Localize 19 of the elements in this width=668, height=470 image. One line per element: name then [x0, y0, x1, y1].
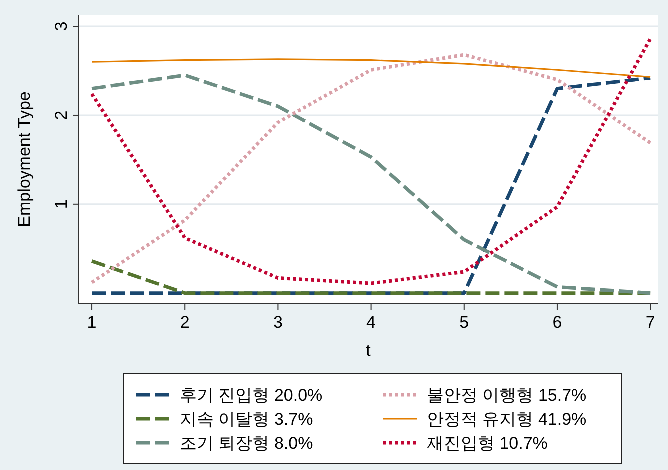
x-axis-title: t [366, 341, 372, 360]
legend-label: 재진입형 10.7% [427, 434, 548, 453]
legend-label: 지속 이탈형 3.7% [180, 410, 314, 429]
legend-label: 불안정 이행형 15.7% [427, 386, 587, 405]
x-tick-label: 4 [366, 313, 376, 332]
x-tick-label: 3 [273, 313, 283, 332]
line-series [91, 58, 652, 78]
y-tick-label: 1 [52, 200, 71, 210]
legend-label: 안정적 유지형 41.9% [427, 410, 587, 429]
x-tick-label: 2 [180, 313, 190, 332]
y-tick-label: 3 [52, 22, 71, 32]
y-tick-label: 2 [52, 110, 71, 120]
y-axis-title: Employment Type [15, 92, 34, 228]
legend-label: 후기 진입형 20.0% [180, 386, 323, 405]
x-tick-label: 5 [460, 313, 470, 332]
x-tick-label: 7 [646, 313, 656, 332]
legend-label: 조기 퇴장형 8.0% [180, 434, 314, 453]
x-tick-label: 1 [87, 313, 97, 332]
x-tick-label: 6 [552, 313, 562, 332]
